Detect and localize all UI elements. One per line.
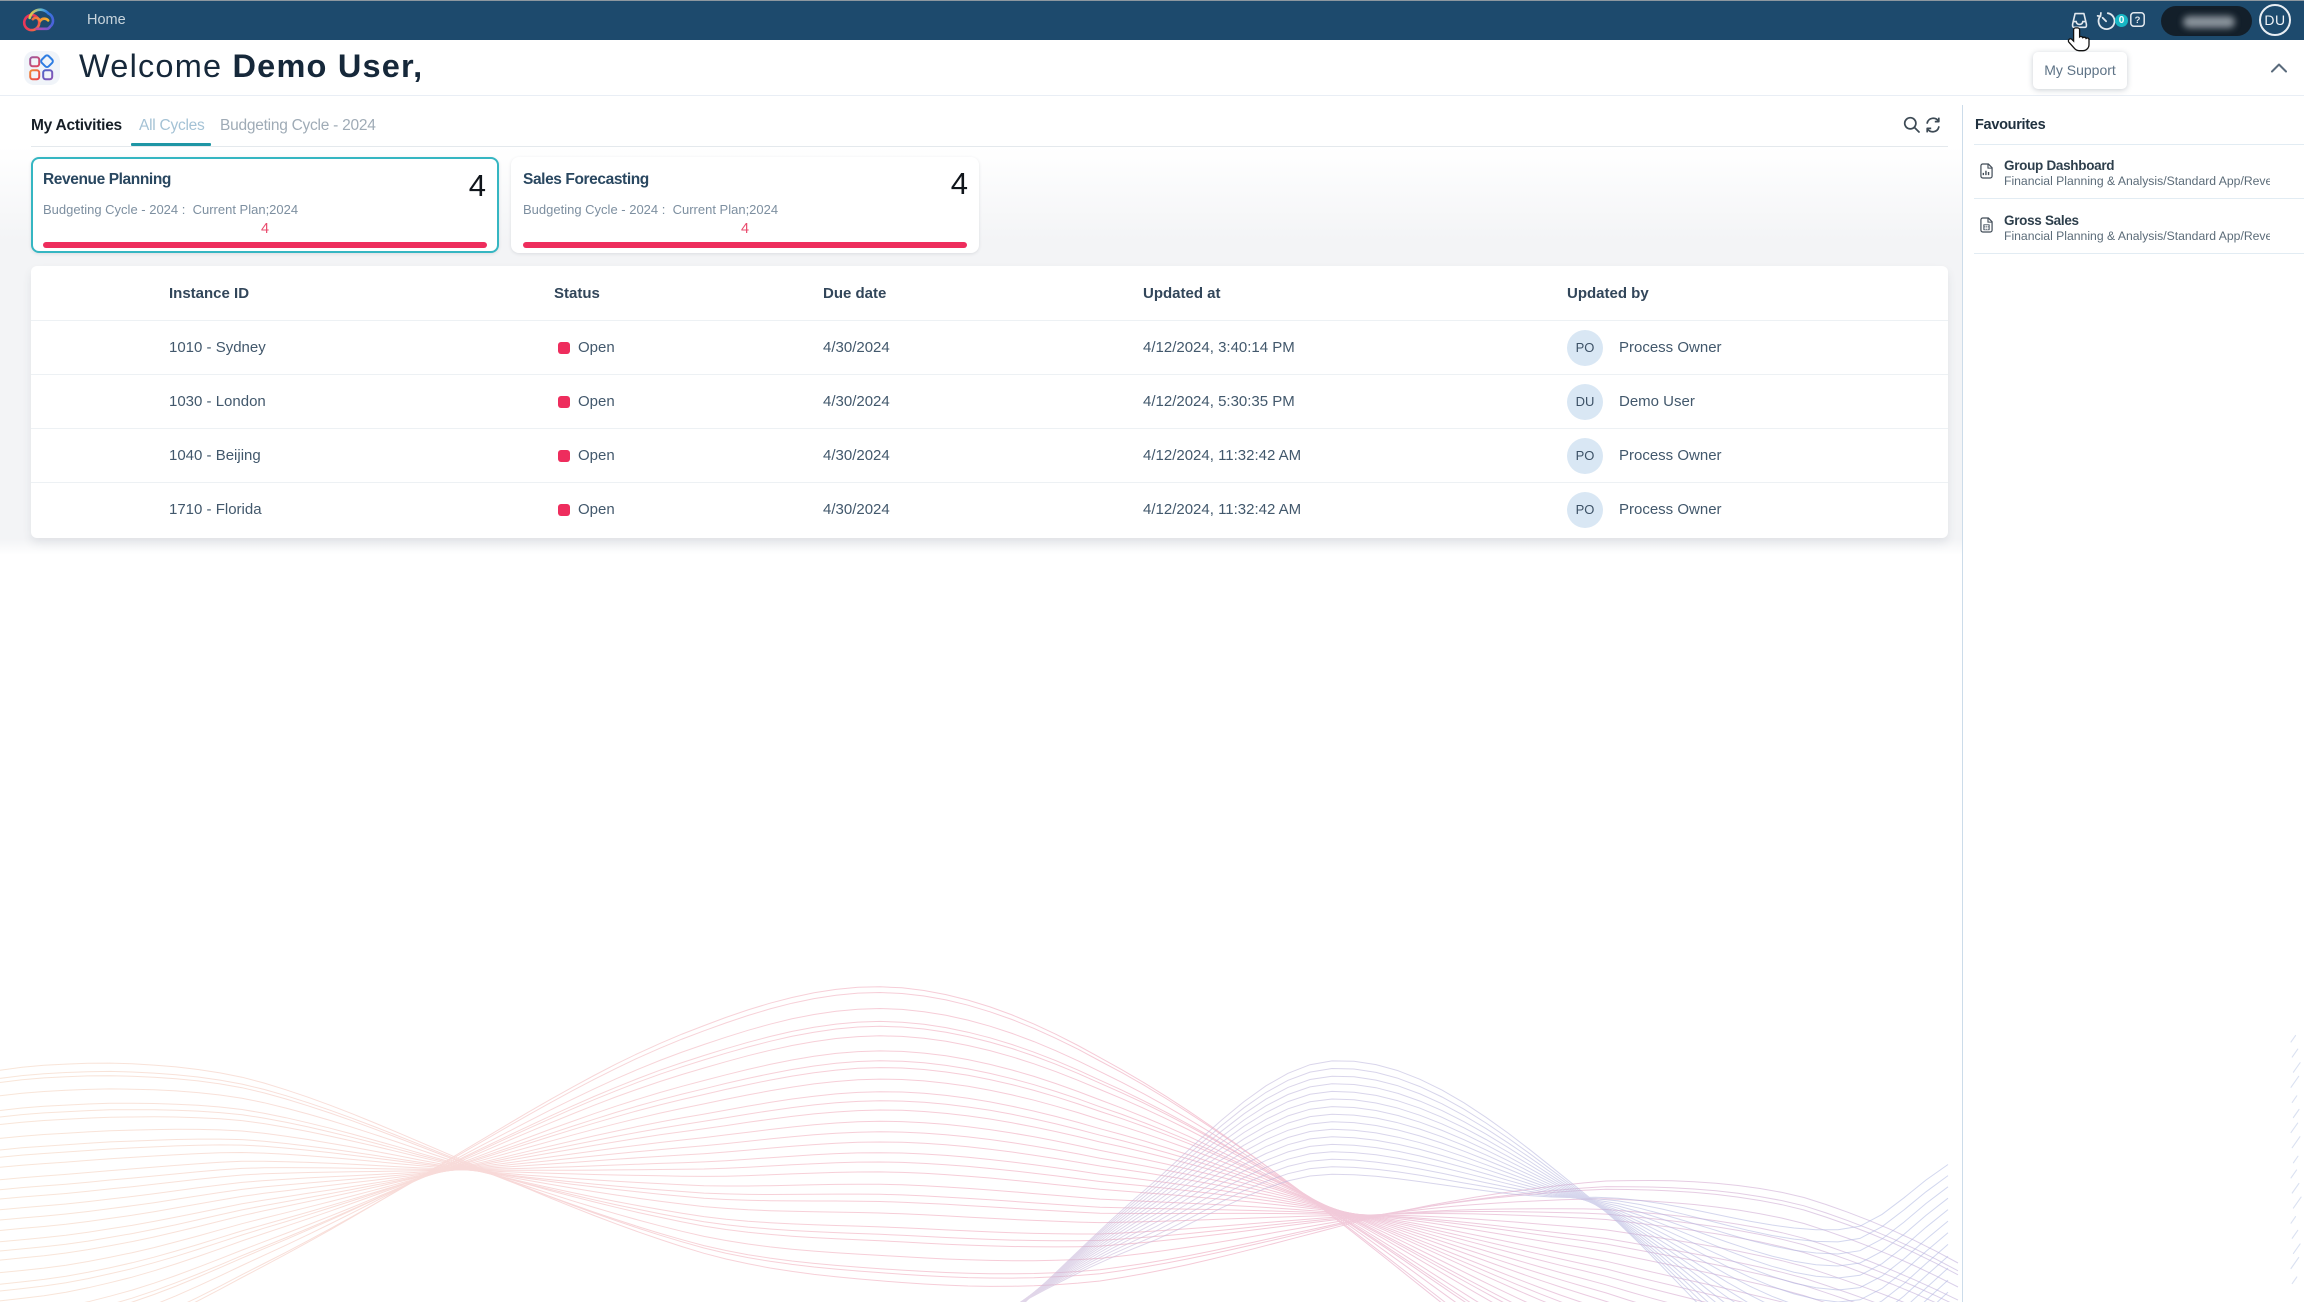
svg-text:?: ? [2135,15,2141,26]
